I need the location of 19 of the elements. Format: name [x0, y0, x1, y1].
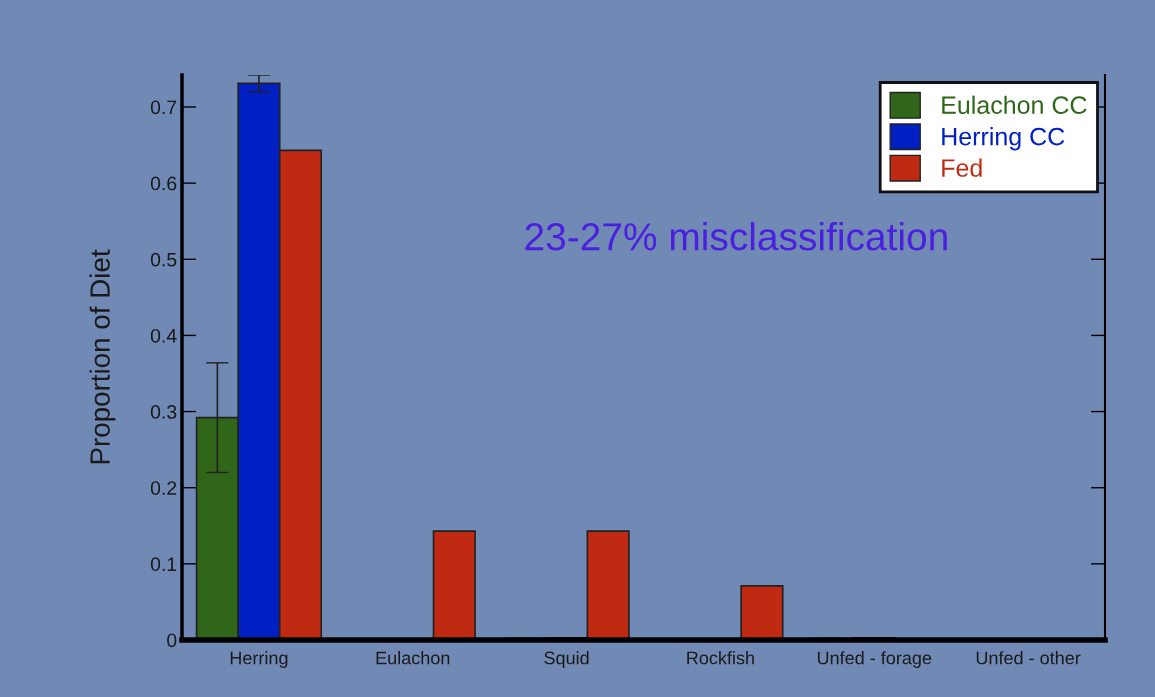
legend-label: Eulachon CC	[942, 95, 1087, 114]
legend-label: Herring CC	[942, 127, 1065, 151]
x-tick-label: Rockfish	[687, 651, 754, 665]
y-tick-label: 0.3	[150, 405, 177, 419]
y-tick-label: 0.7	[150, 100, 177, 115]
x-tick-label: Unfed - other	[976, 651, 1081, 665]
y-tick-label: 0.1	[150, 557, 177, 572]
annotation: 23-27% misclassification	[525, 221, 947, 251]
y-axis-title: Proportion of Diet	[89, 249, 116, 464]
x-tick-label: Unfed - forage	[817, 651, 932, 668]
y-tick-label: 0.5	[150, 252, 177, 267]
y-tick-label: 0.4	[150, 328, 177, 343]
x-tick-label: Squid	[544, 651, 589, 668]
x-tick-label: Eulachon	[376, 651, 450, 665]
x-tick-label: Herring	[230, 651, 288, 668]
y-tick-label: 0.2	[150, 481, 177, 495]
y-tick-label: 0.6	[150, 176, 177, 191]
legend-label: Fed	[942, 158, 982, 177]
y-tick-label: 0	[167, 633, 177, 648]
